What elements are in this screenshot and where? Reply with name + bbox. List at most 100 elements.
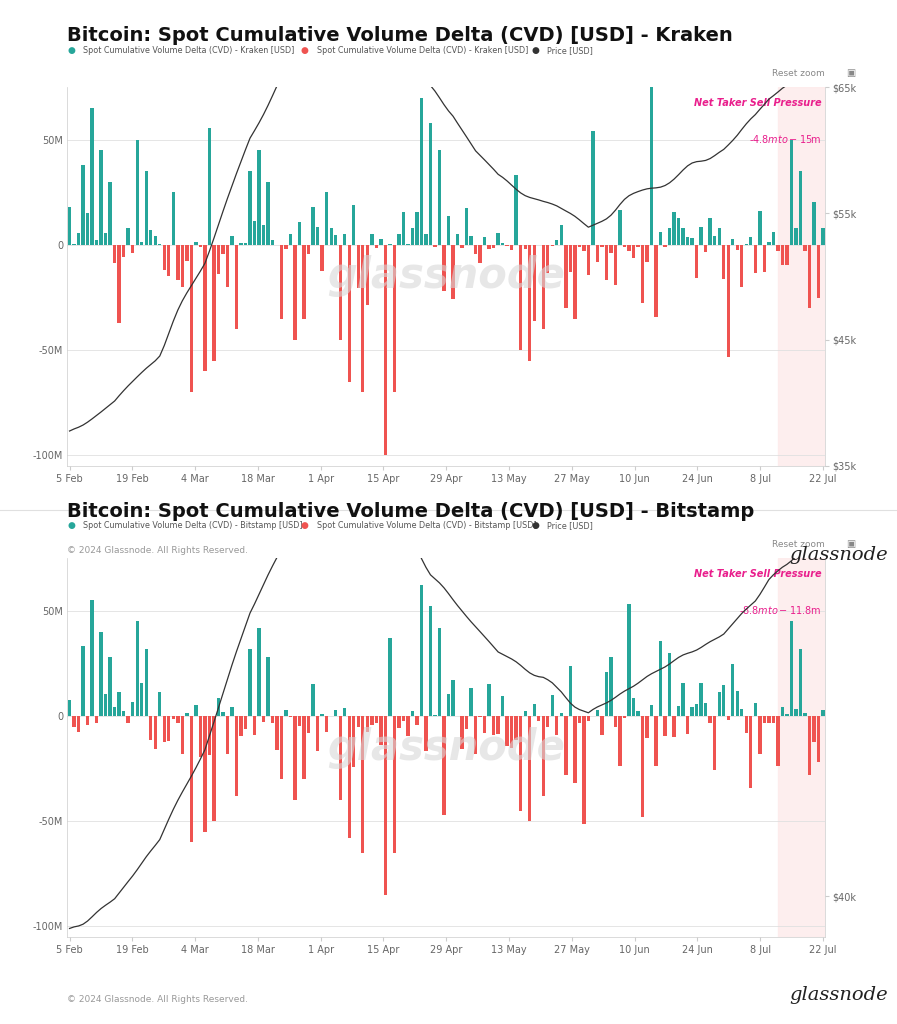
Bar — [239, 716, 243, 736]
Text: ▣: ▣ — [846, 539, 856, 549]
Bar — [370, 233, 373, 245]
Bar — [176, 716, 179, 723]
Text: ▣: ▣ — [846, 68, 856, 78]
Bar — [776, 245, 779, 251]
Bar — [86, 716, 90, 725]
Bar — [673, 716, 675, 737]
Bar — [244, 716, 248, 729]
Bar — [677, 218, 680, 245]
Bar — [361, 716, 364, 853]
Bar — [420, 97, 423, 245]
Bar — [451, 680, 455, 716]
Bar — [366, 245, 369, 305]
Bar — [217, 698, 220, 716]
Bar — [487, 684, 491, 716]
Bar — [519, 716, 522, 811]
Bar — [415, 716, 419, 725]
Bar — [808, 245, 811, 308]
Text: Bitcoin: Spot Cumulative Volume Delta (CVD) [USD] - Bitstamp: Bitcoin: Spot Cumulative Volume Delta (C… — [67, 502, 754, 521]
Text: ●: ● — [300, 521, 309, 529]
Bar — [113, 245, 117, 262]
Bar — [691, 239, 694, 245]
Bar — [528, 245, 531, 360]
Text: glassnode: glassnode — [789, 985, 888, 1004]
Bar — [275, 716, 279, 750]
Bar — [118, 245, 121, 323]
Bar — [447, 694, 450, 716]
Bar — [727, 245, 730, 356]
Bar — [144, 171, 148, 245]
Bar — [510, 716, 513, 749]
Bar — [649, 705, 653, 716]
Bar — [496, 716, 500, 734]
Bar — [564, 245, 568, 308]
Bar — [77, 716, 80, 732]
Bar — [231, 236, 233, 245]
Bar — [614, 716, 617, 727]
Bar — [478, 716, 482, 718]
Bar — [82, 165, 84, 245]
Bar — [460, 716, 464, 749]
Bar — [343, 709, 346, 716]
Bar — [86, 213, 90, 245]
Bar — [591, 131, 595, 245]
Bar — [785, 245, 788, 265]
Text: Price [USD]: Price [USD] — [547, 521, 593, 529]
Bar — [771, 232, 775, 245]
Bar — [149, 716, 152, 740]
Bar — [353, 205, 355, 245]
Bar — [487, 245, 491, 249]
Bar — [329, 227, 333, 245]
Bar — [803, 245, 806, 251]
Bar — [627, 245, 631, 251]
Bar — [271, 716, 274, 723]
Bar — [393, 716, 396, 853]
Bar — [469, 688, 473, 716]
Bar — [722, 685, 726, 716]
Bar — [375, 716, 378, 723]
Bar — [727, 716, 730, 720]
Bar — [158, 692, 161, 716]
Bar — [822, 710, 824, 716]
Bar — [501, 243, 504, 245]
Bar — [140, 683, 144, 716]
Bar — [284, 245, 288, 249]
Bar — [654, 245, 658, 317]
Bar — [623, 245, 626, 248]
Bar — [171, 193, 175, 245]
Bar — [686, 716, 689, 734]
Bar — [253, 716, 257, 735]
Bar — [609, 245, 613, 253]
Bar — [614, 245, 617, 286]
Bar — [171, 716, 175, 719]
Bar — [478, 245, 482, 263]
Bar — [126, 716, 130, 723]
Text: Net Taker Sell Pressure: Net Taker Sell Pressure — [693, 569, 822, 580]
Bar — [537, 716, 540, 721]
Bar — [456, 233, 459, 245]
Bar — [555, 240, 559, 245]
Text: glassnode: glassnode — [789, 546, 888, 564]
Bar — [406, 244, 410, 245]
Bar — [578, 245, 581, 247]
Bar — [551, 245, 554, 247]
Bar — [465, 208, 468, 245]
Bar — [682, 228, 684, 245]
Bar — [347, 245, 351, 382]
Bar — [248, 171, 252, 245]
Bar — [162, 716, 166, 741]
Bar — [235, 716, 239, 796]
Text: Bitcoin: Spot Cumulative Volume Delta (CVD) [USD] - Kraken: Bitcoin: Spot Cumulative Volume Delta (C… — [67, 26, 733, 45]
Bar — [451, 245, 455, 299]
Bar — [596, 710, 599, 716]
Text: Price [USD]: Price [USD] — [547, 46, 593, 54]
Bar — [424, 234, 428, 245]
Bar — [122, 245, 126, 257]
Bar — [442, 716, 446, 815]
Bar — [213, 245, 215, 360]
Bar — [631, 697, 635, 716]
Bar — [68, 699, 71, 716]
Bar — [338, 716, 342, 800]
Bar — [253, 220, 257, 245]
Bar — [736, 245, 739, 251]
